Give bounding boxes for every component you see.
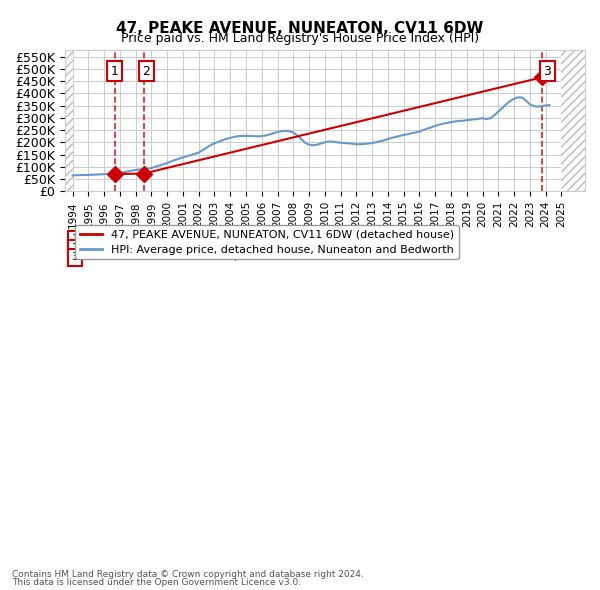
Text: 3: 3 <box>71 253 79 263</box>
Text: 10-JUL-1998          £72,500          9% ↓ HPI: 10-JUL-1998 £72,500 9% ↓ HPI <box>91 243 334 253</box>
Text: Contains HM Land Registry data © Crown copyright and database right 2024.: Contains HM Land Registry data © Crown c… <box>12 570 364 579</box>
Text: 1: 1 <box>71 234 79 244</box>
Text: 20-SEP-1996          £70,000          7% ↓ HPI: 20-SEP-1996 £70,000 7% ↓ HPI <box>91 234 337 244</box>
Text: 06-OCT-2023          £465,000          33% ↑ HPI: 06-OCT-2023 £465,000 33% ↑ HPI <box>91 253 353 263</box>
Text: 3: 3 <box>544 65 551 78</box>
Legend: 47, PEAKE AVENUE, NUNEATON, CV11 6DW (detached house), HPI: Average price, detac: 47, PEAKE AVENUE, NUNEATON, CV11 6DW (de… <box>76 225 458 260</box>
Bar <box>65 50 73 191</box>
Text: 47, PEAKE AVENUE, NUNEATON, CV11 6DW: 47, PEAKE AVENUE, NUNEATON, CV11 6DW <box>116 21 484 35</box>
Text: 2: 2 <box>142 65 150 78</box>
Text: 2: 2 <box>71 243 79 253</box>
Bar <box>562 50 585 191</box>
Text: 1: 1 <box>111 65 119 78</box>
Text: This data is licensed under the Open Government Licence v3.0.: This data is licensed under the Open Gov… <box>12 578 301 587</box>
Text: Price paid vs. HM Land Registry's House Price Index (HPI): Price paid vs. HM Land Registry's House … <box>121 32 479 45</box>
